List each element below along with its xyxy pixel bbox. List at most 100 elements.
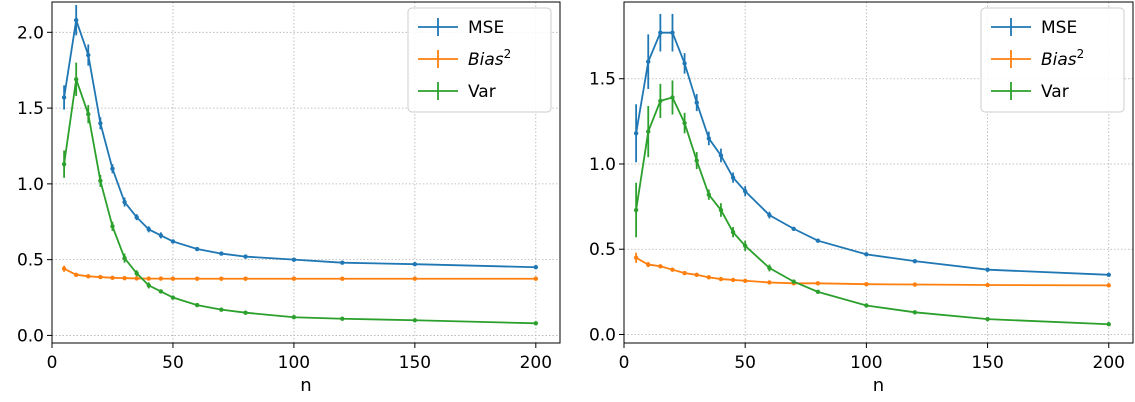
data-point — [791, 279, 796, 284]
data-point — [912, 258, 918, 264]
data-point — [73, 272, 79, 277]
data-point — [985, 316, 990, 322]
legend-item: Var — [418, 82, 496, 102]
data-point — [110, 275, 115, 281]
x-tick-label: 0 — [619, 353, 630, 373]
series-MSE — [633, 13, 1111, 277]
data-point — [194, 246, 200, 252]
legend-label: MSE — [1041, 18, 1077, 38]
data-point — [815, 289, 821, 295]
data-point — [730, 277, 736, 283]
legend-label: Bias2 — [468, 47, 511, 70]
data-point — [533, 276, 539, 281]
data-point — [864, 281, 869, 287]
data-point — [73, 77, 79, 82]
x-tick-label: 0 — [47, 353, 58, 373]
data-point — [742, 278, 748, 283]
data-point — [694, 272, 699, 277]
data-point — [158, 276, 164, 281]
data-point — [412, 276, 418, 281]
y-tick-label: 0.5 — [17, 251, 44, 271]
y-tick-label: 1.5 — [17, 99, 44, 119]
data-point — [718, 207, 724, 213]
data-point — [791, 226, 796, 231]
data-point — [1106, 283, 1111, 288]
data-point — [767, 280, 772, 285]
x-tick-label: 150 — [399, 353, 431, 373]
y-tick-label: 1.0 — [17, 175, 44, 195]
y-tick-label: 0.0 — [17, 326, 44, 346]
data-point — [134, 271, 139, 276]
data-point — [658, 30, 663, 35]
data-point — [633, 131, 639, 136]
axes-frame — [623, 1, 1134, 344]
data-point — [122, 255, 127, 261]
data-point — [122, 275, 127, 281]
data-point — [146, 276, 151, 281]
data-point — [170, 295, 176, 300]
y-tick-label: 0.5 — [589, 240, 616, 260]
data-point — [219, 251, 224, 256]
data-point — [158, 289, 164, 294]
data-point — [340, 316, 345, 321]
data-point — [670, 267, 675, 272]
data-point — [718, 153, 724, 158]
data-point — [985, 267, 990, 272]
data-point — [767, 212, 772, 218]
legend-item: MSE — [418, 18, 504, 38]
data-point — [646, 262, 651, 267]
data-point — [670, 95, 675, 100]
data-point — [110, 224, 115, 229]
data-point — [718, 276, 724, 282]
data-point — [985, 282, 990, 288]
data-point — [219, 276, 224, 281]
data-point — [682, 270, 687, 276]
x-tick-label: 100 — [850, 353, 882, 373]
data-point — [658, 98, 663, 104]
x-axis-label: n — [873, 375, 884, 396]
data-point — [694, 100, 699, 105]
data-point — [73, 17, 79, 23]
y-tick-label: 2.0 — [17, 23, 44, 43]
data-point — [706, 136, 712, 141]
data-point — [633, 255, 639, 260]
data-point — [219, 307, 224, 312]
data-point — [134, 215, 139, 220]
data-point — [340, 276, 345, 281]
data-point — [243, 276, 248, 281]
data-point — [146, 227, 151, 232]
legend-label: Bias2 — [1041, 47, 1084, 70]
legend-label: Var — [1041, 82, 1069, 102]
data-point — [706, 275, 712, 280]
x-tick-label: 50 — [162, 353, 184, 373]
data-point — [61, 95, 67, 100]
series-line — [63, 78, 536, 325]
data-point — [412, 261, 418, 267]
legend-item: Bias2 — [418, 47, 511, 70]
data-point — [682, 61, 687, 66]
data-point — [98, 121, 103, 126]
data-point — [864, 252, 869, 257]
legend: MSE Bias2 Var — [980, 7, 1125, 113]
data-point — [170, 276, 176, 281]
data-point — [291, 257, 297, 262]
legend-item: Var — [991, 82, 1069, 102]
data-point — [134, 276, 139, 281]
data-point — [646, 129, 651, 134]
legend-box — [407, 7, 552, 113]
data-point — [86, 111, 91, 117]
data-point — [340, 260, 345, 265]
data-point — [291, 276, 297, 281]
data-point — [86, 274, 91, 279]
legend-box — [980, 7, 1125, 113]
y-tick-label: 0.0 — [589, 325, 616, 345]
x-tick-label: 200 — [520, 353, 552, 373]
x-tick-label: 100 — [278, 353, 310, 373]
data-point — [815, 238, 821, 243]
chart-panel-1: 0 50 100 150 200 0.0 0.5 1.0 1.5 2.0 n MSE Bias2 Var — [17, 1, 561, 396]
data-point — [1106, 322, 1111, 327]
data-point — [646, 59, 651, 64]
data-point — [682, 120, 687, 126]
series-Var — [61, 62, 539, 326]
